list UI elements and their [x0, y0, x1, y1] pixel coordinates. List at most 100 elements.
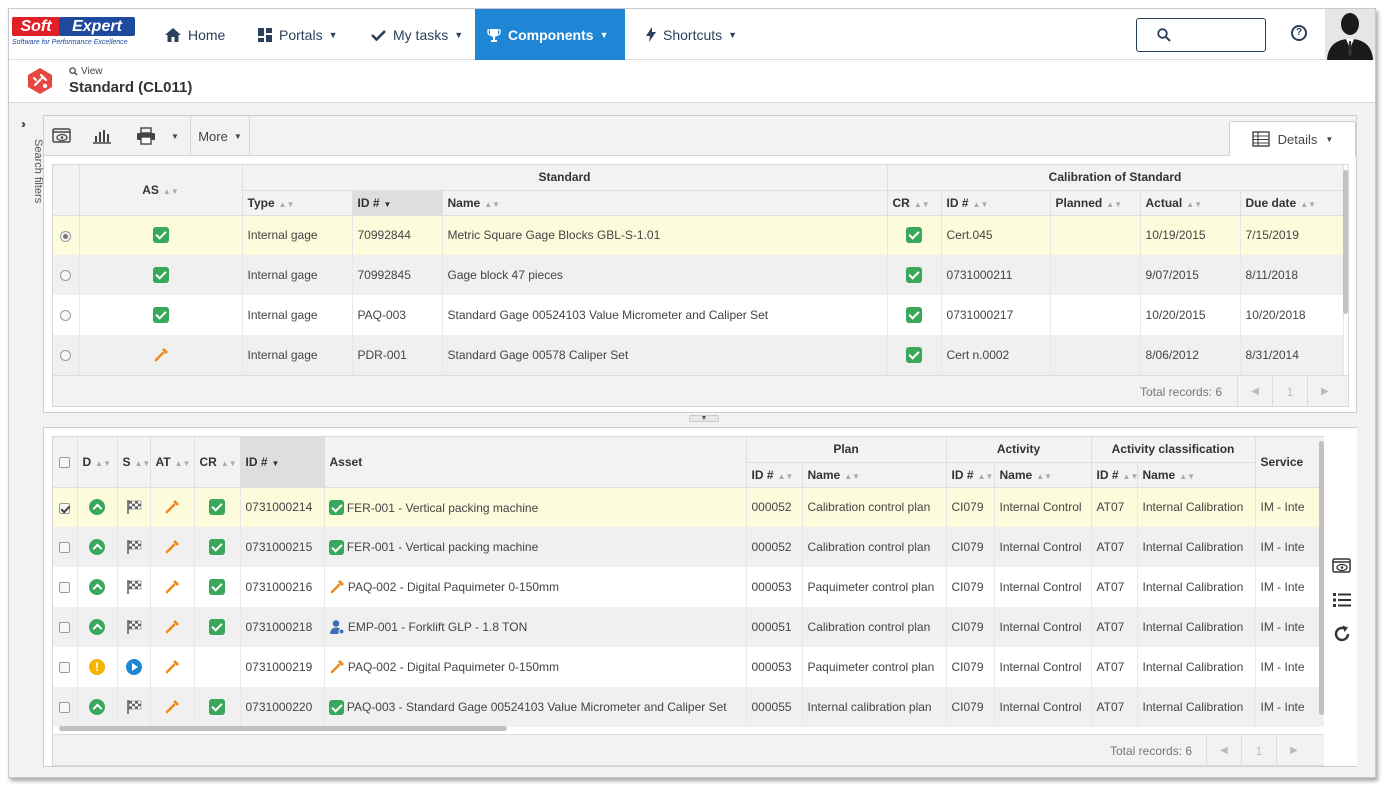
col-activity-name[interactable]: Name ▲▼ — [994, 462, 1092, 488]
row-radio[interactable] — [60, 230, 72, 242]
col-due-date[interactable]: Due date ▲▼ — [1240, 190, 1344, 216]
activity-row[interactable]: ! 0731000219 PAQ-002 - Digital Paquimeter… — [53, 647, 1324, 687]
row-checkbox[interactable] — [59, 502, 71, 514]
col-act-cr[interactable]: CR ▲▼ — [194, 437, 241, 488]
row-checkbox[interactable] — [59, 582, 71, 594]
current-page: 1 — [1241, 735, 1276, 765]
class-id-cell: AT07 — [1091, 687, 1138, 727]
standard-row[interactable]: Internal gage 70992844 Metric Square Gage … — [53, 215, 1344, 255]
activity-row[interactable]: 0731000215 FER-001 - Vertical packing ma… — [53, 527, 1324, 567]
chart-button[interactable] — [84, 116, 120, 156]
nav-portals[interactable]: Portals ▼ — [246, 9, 350, 60]
col-cal-id[interactable]: ID # ▲▼ — [941, 190, 1051, 216]
standard-row[interactable]: Internal gage PDR-001 Standard Gage 00578 … — [53, 335, 1344, 375]
next-page-button[interactable]: ▶ — [1307, 376, 1342, 406]
activities-vertical-scrollbar[interactable] — [1319, 441, 1324, 715]
person-gear-icon — [329, 620, 344, 635]
row-radio[interactable] — [60, 350, 72, 362]
chevron-down-icon: ▼ — [454, 29, 464, 40]
asset-cell: FER-001 - Vertical packing machine — [324, 527, 747, 567]
col-activity-id[interactable]: ID # ▲▼ — [946, 462, 995, 488]
col-service[interactable]: Service — [1255, 437, 1324, 488]
view-record-button[interactable] — [44, 116, 80, 156]
select-all-checkbox[interactable] — [59, 457, 71, 469]
row-checkbox-cell[interactable] — [53, 687, 78, 727]
asset-cell: PAQ-002 - Digital Paquimeter 0-150mm — [324, 567, 747, 607]
standard-row[interactable]: Internal gage 70992845 Gage block 47 piece… — [53, 255, 1344, 295]
row-checkbox-cell[interactable] — [53, 567, 78, 607]
activities-horizontal-scrollbar[interactable] — [59, 726, 507, 731]
col-d[interactable]: D ▲▼ — [77, 437, 118, 488]
panel-splitter-handle[interactable]: ▼ — [689, 415, 719, 422]
col-act-id[interactable]: ID # ▼ — [240, 437, 325, 488]
col-actual[interactable]: Actual ▲▼ — [1140, 190, 1241, 216]
col-cr[interactable]: CR ▲▼ — [887, 190, 942, 216]
row-checkbox[interactable] — [59, 662, 71, 674]
planned-cell — [1050, 335, 1141, 375]
activity-row[interactable]: 0731000218 EMP-001 - Forklift GLP - 1.8 … — [53, 607, 1324, 647]
view-activity-button[interactable] — [1332, 556, 1352, 576]
checkered-flag-icon — [126, 700, 141, 714]
more-button[interactable]: More ▼ — [190, 116, 250, 156]
refresh-button[interactable] — [1332, 624, 1352, 644]
d-status-cell — [77, 567, 118, 607]
row-checkbox-cell[interactable] — [53, 647, 78, 687]
search-input[interactable] — [1179, 25, 1259, 45]
col-plan-name[interactable]: Name ▲▼ — [802, 462, 947, 488]
id-cell: PDR-001 — [352, 335, 443, 375]
row-checkbox[interactable] — [59, 542, 71, 554]
col-class-name[interactable]: Name ▲▼ — [1137, 462, 1256, 488]
row-radio-cell[interactable] — [53, 215, 80, 255]
col-id[interactable]: ID # ▼ — [352, 190, 443, 216]
col-plan-id[interactable]: ID # ▲▼ — [746, 462, 803, 488]
row-checkbox[interactable] — [59, 702, 71, 714]
nav-home[interactable]: Home — [153, 9, 237, 60]
col-type[interactable]: Type ▲▼ — [242, 190, 353, 216]
col-s[interactable]: S ▲▼ — [117, 437, 151, 488]
col-planned[interactable]: Planned ▲▼ — [1050, 190, 1141, 216]
print-options-dropdown[interactable]: ▼ — [168, 116, 182, 156]
row-radio-cell[interactable] — [53, 295, 80, 335]
col-at[interactable]: AT ▲▼ — [150, 437, 195, 488]
activity-id-cell: 0731000219 — [240, 647, 325, 687]
activity-row[interactable]: 0731000214 FER-001 - Vertical packing ma… — [53, 487, 1324, 527]
list-view-button[interactable] — [1332, 590, 1352, 610]
activity-row[interactable]: 0731000220 PAQ-003 - Standard Gage 00524… — [53, 687, 1324, 727]
help-icon[interactable]: ? — [1291, 25, 1307, 41]
row-radio[interactable] — [60, 270, 72, 282]
activity-row[interactable]: 0731000216 PAQ-002 - Digital Paquimeter … — [53, 567, 1324, 607]
standards-total-records: Total records: 6 — [1140, 385, 1223, 399]
prev-page-button[interactable]: ◀ — [1206, 735, 1241, 765]
col-class-id[interactable]: ID # ▲▼ — [1091, 462, 1138, 488]
prev-page-button[interactable]: ◀ — [1237, 376, 1272, 406]
row-checkbox-cell[interactable] — [53, 487, 78, 527]
chevron-down-icon: ▼ — [328, 29, 338, 40]
col-as[interactable]: AS ▲▼ — [79, 165, 243, 216]
standard-row[interactable]: Internal gage PAQ-003 Standard Gage 005241… — [53, 295, 1344, 335]
details-button[interactable]: Details ▼ — [1229, 121, 1356, 156]
col-asset[interactable]: Asset — [324, 437, 747, 488]
printer-icon — [137, 127, 155, 145]
softexpert-logo[interactable]: Soft Expert Software for Performance Exc… — [12, 14, 140, 54]
activity-id-cell: 0731000214 — [240, 487, 325, 527]
standards-vertical-scrollbar[interactable] — [1343, 170, 1348, 314]
row-radio-cell[interactable] — [53, 335, 80, 375]
row-checkbox[interactable] — [59, 622, 71, 634]
next-page-button[interactable]: ▶ — [1276, 735, 1311, 765]
row-radio[interactable] — [60, 310, 72, 322]
row-checkbox-cell[interactable] — [53, 607, 78, 647]
row-checkbox-cell[interactable] — [53, 527, 78, 567]
plan-id-cell: 000053 — [746, 567, 803, 607]
print-button[interactable] — [128, 116, 164, 156]
select-all-column[interactable] — [53, 437, 78, 488]
avatar[interactable] — [1325, 9, 1375, 60]
global-search[interactable] — [1136, 18, 1266, 52]
search-filters-toggle[interactable]: ›› Search filters — [9, 104, 44, 777]
nav-components[interactable]: Components ▼ — [475, 9, 625, 60]
row-radio-cell[interactable] — [53, 255, 80, 295]
col-name[interactable]: Name ▲▼ — [442, 190, 888, 216]
nav-shortcuts[interactable]: Shortcuts ▼ — [634, 9, 749, 60]
nav-my-tasks[interactable]: My tasks ▼ — [359, 9, 475, 60]
green-check-icon — [209, 619, 225, 635]
asset-name: PAQ-003 - Standard Gage 00524103 Value M… — [346, 700, 727, 715]
